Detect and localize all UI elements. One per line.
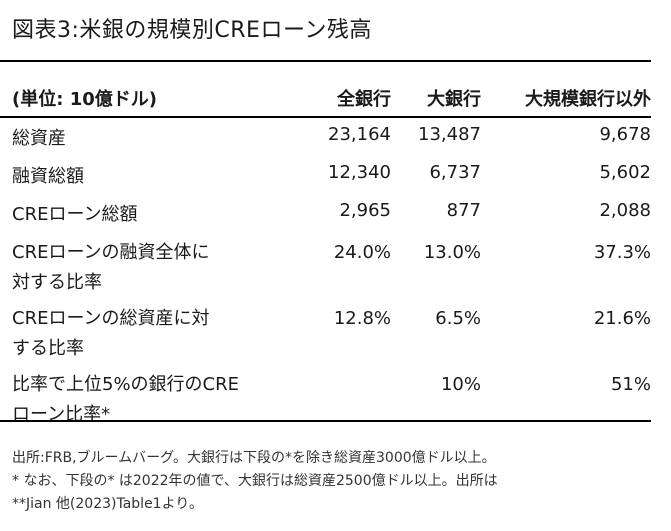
header-non-large-banks: 大規模銀行以外 xyxy=(525,89,651,110)
row-label: CREローンの融資全体に 対する比率 xyxy=(0,238,306,298)
cre-loan-table: (単位: 10億ドル) 全銀行 大銀行 大規模銀行以外 総資産 23,164 1… xyxy=(0,80,651,430)
cell-all-banks: 23,164 xyxy=(328,124,391,145)
row-label: 融資総額 xyxy=(12,166,84,187)
row-label: CREローンの総資産に対 する比率 xyxy=(0,298,306,364)
note-line-3: **Jian 他(2023)Table1より。 xyxy=(12,496,204,512)
cell-non-large-banks: 21.6% xyxy=(593,308,651,329)
row-label-line1: CREローンの総資産に対 xyxy=(12,308,210,329)
cell-all-banks: 12.8% xyxy=(333,308,391,329)
note-line-1: 出所:FRB,ブルームバーグ。大銀行は下段の*を除き総資産3000億ドル以上。 xyxy=(12,450,496,466)
source-note: 出所:FRB,ブルームバーグ。大銀行は下段の*を除き総資産3000億ドル以上。 … xyxy=(12,447,662,516)
cell-large-banks: 10% xyxy=(440,374,481,395)
table-row: 融資総額 12,340 6,737 5,602 xyxy=(0,162,651,200)
header-all-banks: 全銀行 xyxy=(337,89,391,110)
cell-all-banks: 12,340 xyxy=(328,162,391,183)
cell-all-banks: 24.0% xyxy=(333,242,391,263)
table-row: CREローンの融資全体に 対する比率 24.0% 13.0% 37.3% xyxy=(0,238,651,298)
top-rule xyxy=(0,60,651,62)
cell-all-banks: 2,965 xyxy=(339,200,391,221)
bottom-rule xyxy=(0,420,651,422)
table-row: CREローンの総資産に対 する比率 12.8% 6.5% 21.6% xyxy=(0,298,651,364)
cell-large-banks: 6.5% xyxy=(435,308,481,329)
table-header-row: (単位: 10億ドル) 全銀行 大銀行 大規模銀行以外 xyxy=(0,80,651,116)
table-row: 比率で上位5%の銀行のCRE ローン比率* 10% 51% xyxy=(0,364,651,430)
row-label-line2: ローン比率* xyxy=(12,404,111,425)
row-label: 総資産 xyxy=(12,128,66,149)
row-label-line2: 対する比率 xyxy=(12,272,102,293)
table-row: 総資産 23,164 13,487 9,678 xyxy=(0,118,651,162)
cell-large-banks: 13,487 xyxy=(418,124,481,145)
header-large-banks: 大銀行 xyxy=(427,89,481,110)
note-line-2: * なお、下段の* は2022年の値で、大銀行は総資産2500億ドル以上。出所は xyxy=(12,473,498,489)
row-label: 比率で上位5%の銀行のCRE ローン比率* xyxy=(0,364,306,430)
row-label-line1: CREローンの融資全体に xyxy=(12,242,210,263)
cell-large-banks: 13.0% xyxy=(423,242,481,263)
cell-non-large-banks: 9,678 xyxy=(599,124,651,145)
cell-non-large-banks: 2,088 xyxy=(599,200,651,221)
cell-non-large-banks: 51% xyxy=(610,374,651,395)
header-unit: (単位: 10億ドル) xyxy=(12,89,157,110)
cell-large-banks: 877 xyxy=(446,200,481,221)
cell-non-large-banks: 5,602 xyxy=(599,162,651,183)
cell-non-large-banks: 37.3% xyxy=(593,242,651,263)
row-label: CREローン総額 xyxy=(12,204,138,225)
header-rule xyxy=(0,116,651,118)
row-label-line2: する比率 xyxy=(12,338,84,359)
cell-large-banks: 6,737 xyxy=(429,162,481,183)
row-label-line1: 比率で上位5%の銀行のCRE xyxy=(12,374,240,395)
table-row: CREローン総額 2,965 877 2,088 xyxy=(0,200,651,238)
figure-title: 図表3:米銀の規模別CREローン残高 xyxy=(12,18,372,43)
